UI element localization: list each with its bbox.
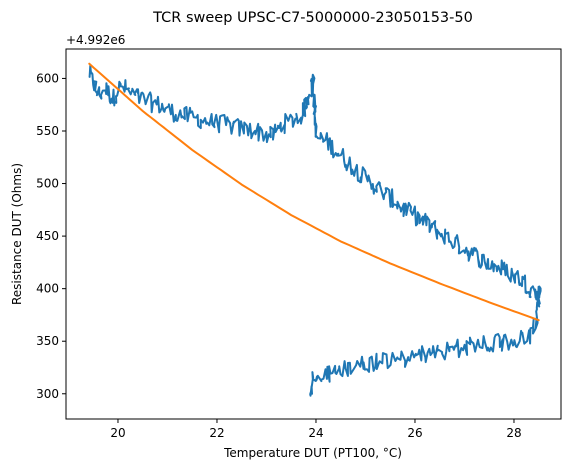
x-axis-ticks: 20 22 24 26 28 xyxy=(110,419,522,440)
y-tick-label: 550 xyxy=(36,124,59,138)
x-tick-label: 24 xyxy=(308,426,323,440)
plot-frame xyxy=(65,48,562,420)
x-tick-label: 20 xyxy=(110,426,125,440)
y-tick-label: 350 xyxy=(36,334,59,348)
y-axis-label: Resistance DUT (Ohms) xyxy=(10,163,24,305)
y-tick-label: 600 xyxy=(36,71,59,85)
series-line-1 xyxy=(88,64,542,397)
y-tick-label: 450 xyxy=(36,229,59,243)
chart-title: TCR sweep UPSC-C7-5000000-23050153-50 xyxy=(152,10,473,26)
x-tick-label: 22 xyxy=(209,426,224,440)
y-axis-ticks: 300 350 400 450 500 550 600 xyxy=(36,71,66,401)
x-tick-label: 26 xyxy=(407,426,422,440)
series-line-2 xyxy=(88,62,540,322)
y-tick-label: 300 xyxy=(36,387,59,401)
x-tick-label: 28 xyxy=(506,426,521,440)
series-layer xyxy=(88,62,542,397)
y-tick-label: 400 xyxy=(36,282,59,296)
y-tick-label: 500 xyxy=(36,177,59,191)
x-axis-label: Temperature DUT (PT100, °C) xyxy=(223,446,402,460)
y-axis-offset-label: +4.992e6 xyxy=(66,33,125,47)
